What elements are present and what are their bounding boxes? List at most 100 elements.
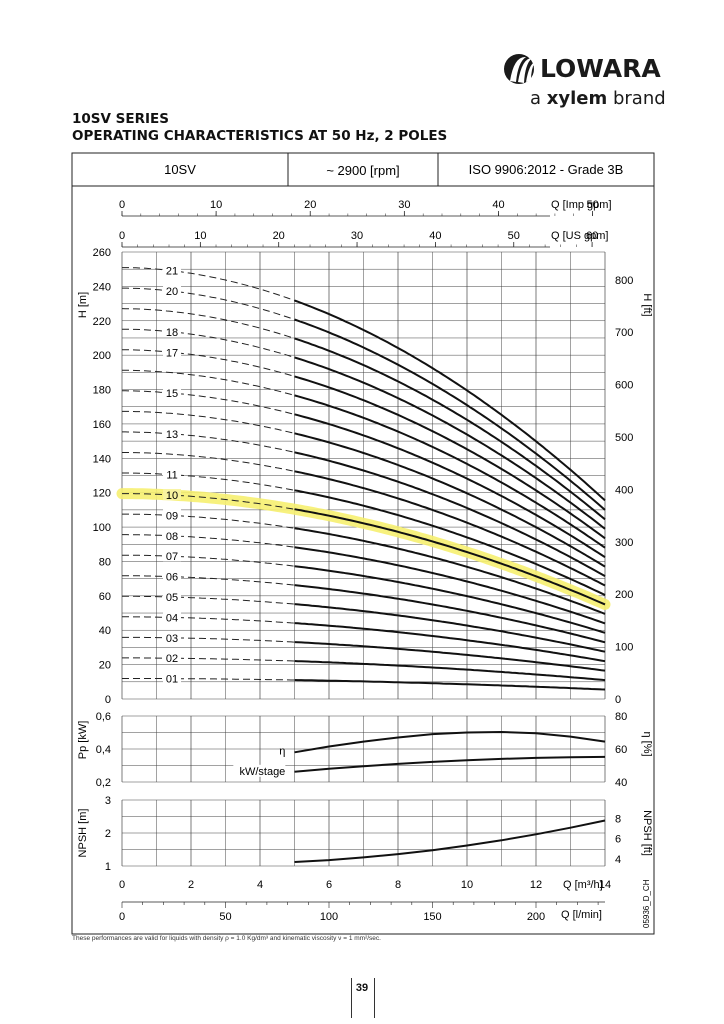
eff-tick-label: 40 — [615, 777, 627, 789]
y-tick-label: 260 — [93, 247, 111, 259]
y-right-axis-label: H [ft] — [641, 293, 653, 316]
stage-curve-3 — [294, 641, 606, 672]
y-right-tick-label: 500 — [615, 432, 633, 444]
stage-curve-dashed-20 — [122, 287, 295, 320]
stage-curve-10 — [294, 508, 606, 606]
stage-label-07: 07 — [166, 551, 178, 563]
stage-curve-5 — [294, 603, 606, 653]
y-tick-label: 0 — [105, 694, 111, 706]
stage-label-bg — [163, 591, 182, 603]
top-axis-tick-label: 30 — [398, 199, 410, 211]
stage-label-10: 10 — [166, 490, 178, 502]
y-tick-label: 100 — [93, 522, 111, 534]
stage-curve-dashed-15 — [122, 390, 295, 415]
y-right-tick-label: 100 — [615, 642, 633, 654]
stage-curve-dashed-11 — [122, 472, 295, 491]
lmin-tick-label: 0 — [119, 911, 125, 923]
power-curve-label: kW/stage — [239, 766, 285, 778]
stage-curve-dashed-10 — [122, 493, 295, 510]
stage-label-02: 02 — [166, 653, 178, 665]
stage-label-03: 03 — [166, 633, 178, 645]
top-axis-label: Q [US gpm] — [551, 230, 608, 242]
y-tick-label: 20 — [99, 660, 111, 672]
stage-label-bg — [163, 325, 182, 337]
stage-curve-16 — [294, 394, 606, 549]
stage-curve-dashed-17 — [121, 349, 295, 377]
npsh-ft-tick-label: 4 — [615, 854, 621, 866]
page-number-box — [351, 978, 375, 1018]
header-standard: ISO 9906:2012 - Grade 3B — [469, 162, 624, 177]
x-tick-label: 6 — [326, 879, 332, 891]
stage-curve-6 — [294, 584, 606, 644]
y-tick-label: 120 — [93, 488, 111, 500]
stage-curve-dashed-12 — [122, 452, 295, 472]
top-axis-tick-label: 20 — [304, 199, 316, 211]
stage-label-bg — [163, 285, 182, 297]
y-right-tick-label: 0 — [615, 694, 621, 706]
stage-curve-dashed-4 — [122, 616, 295, 624]
stage-curve-19 — [294, 337, 606, 521]
page-title-line1: 10SV SERIES — [72, 111, 169, 127]
brand-tagline: a xylem brand — [530, 88, 666, 109]
power-label-bg — [233, 764, 286, 777]
stage-curve-dashed-6 — [122, 575, 295, 586]
npsh-ft-tick-label: 8 — [615, 814, 621, 826]
stage-label-bg — [163, 529, 182, 541]
power-tick-label: 0,2 — [96, 777, 111, 789]
top-axis-tick-label: 10 — [210, 199, 222, 211]
stage-curve-21 — [294, 299, 606, 502]
x-tick-label: 14 — [599, 879, 611, 891]
stage-curve-dashed-18 — [122, 328, 295, 358]
top-axis-tick-label: 40 — [429, 230, 441, 242]
chart-frame — [71, 152, 655, 935]
npsh-curve — [294, 819, 606, 863]
drawing-code: 05936_D_CH — [642, 879, 651, 928]
y-axis-label: H [m] — [77, 292, 89, 318]
stage-curve-dashed-3 — [122, 636, 295, 643]
stage-label-01: 01 — [166, 674, 178, 686]
stage-curve-17 — [294, 375, 606, 540]
y-tick-label: 140 — [93, 453, 111, 465]
lmin-axis-label: Q [l/min] — [561, 909, 602, 921]
y-tick-label: 240 — [93, 281, 111, 293]
x-tick-label: 2 — [188, 879, 194, 891]
eff-tick-label: 60 — [615, 744, 627, 756]
top-axis-tick-label: 10 — [194, 230, 206, 242]
lmin-tick-label: 200 — [527, 911, 545, 923]
lowara-logo — [500, 50, 670, 120]
y-tick-label: 40 — [99, 625, 111, 637]
stage-label-21: 21 — [166, 266, 178, 278]
x-tick-label: 12 — [530, 879, 542, 891]
stage-label-bg — [163, 387, 182, 399]
stage-curve-14 — [294, 432, 606, 568]
y-right-tick-label: 700 — [615, 327, 633, 339]
top-axis-tick-label: 40 — [492, 199, 504, 211]
power-curve — [294, 755, 606, 773]
stage-label-18: 18 — [166, 327, 178, 339]
stage-curve-dashed-8 — [122, 534, 295, 548]
stage-curve-4 — [294, 622, 606, 663]
x-tick-label: 0 — [119, 879, 125, 891]
stage-curve-dashed-7 — [122, 554, 295, 567]
y-tick-label: 60 — [99, 591, 111, 603]
stage-curve-18 — [294, 356, 606, 530]
stage-label-bg — [163, 346, 182, 358]
npsh-axis-label: NPSH [m] — [77, 809, 89, 858]
stage-label-bg — [163, 672, 182, 684]
x-tick-label: 8 — [395, 879, 401, 891]
x-tick-label: 4 — [257, 879, 263, 891]
stage-label-17: 17 — [166, 347, 178, 359]
y-right-tick-label: 400 — [615, 484, 633, 496]
top-axis-label: Q [Imp gpm] — [551, 199, 612, 211]
y-tick-label: 180 — [93, 385, 111, 397]
top-axis-tick-label: 30 — [351, 230, 363, 242]
stage-label-bg — [163, 264, 182, 276]
stage-label-08: 08 — [166, 531, 178, 543]
header-speed: ~ 2900 [rpm] — [326, 163, 399, 178]
stage-label-bg — [163, 427, 182, 439]
x-tick-label: 10 — [461, 879, 473, 891]
header-model: 10SV — [164, 162, 196, 177]
y-right-tick-label: 300 — [615, 537, 633, 549]
page-title: 10SV SERIES OPERATING CHARACTERISTICS AT… — [72, 111, 447, 145]
stage-label-bg — [163, 652, 182, 664]
